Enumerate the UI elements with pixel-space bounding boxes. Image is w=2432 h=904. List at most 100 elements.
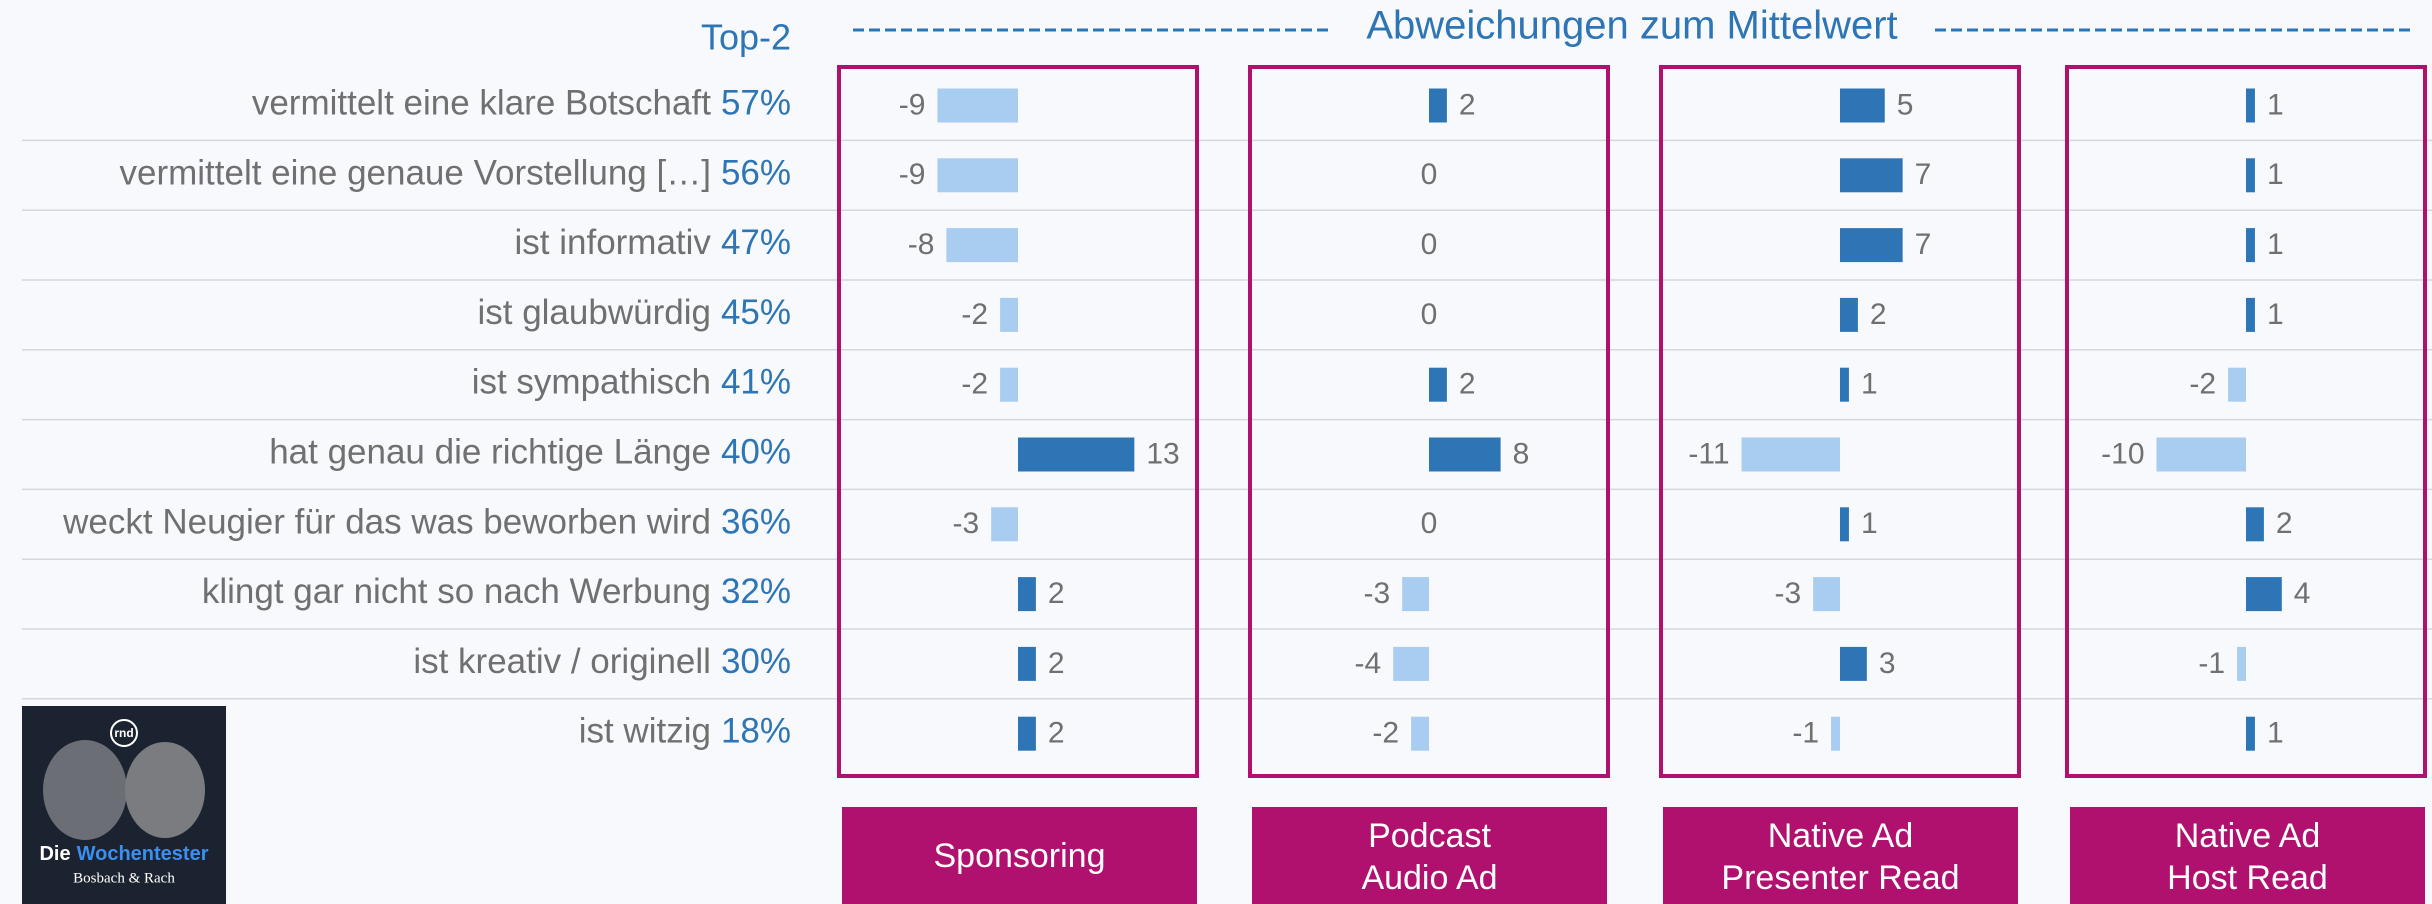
top2-header: Top-2	[701, 17, 791, 58]
bar	[1411, 716, 1429, 751]
row-label: ist glaubwürdig 45%	[477, 293, 791, 332]
category-label: ist glaubwürdig	[477, 293, 710, 332]
top2-value: 41%	[721, 363, 791, 402]
row-label: weckt Neugier für das was beworben wird 3…	[62, 503, 791, 542]
bar	[1840, 646, 1867, 681]
top2-value: 57%	[721, 84, 791, 123]
data-label: -3	[1774, 577, 1801, 610]
cover-person	[125, 742, 205, 838]
data-label: -9	[899, 88, 926, 121]
bar	[2246, 158, 2255, 193]
data-label: 2	[1870, 298, 1887, 331]
panel-frame	[837, 65, 1199, 778]
data-label: 1	[1861, 368, 1878, 401]
row-label: hat genau die richtige Länge 40%	[269, 433, 791, 472]
top2-value: 40%	[721, 433, 791, 472]
bar	[1000, 297, 1018, 332]
data-label: 0	[1421, 298, 1438, 331]
bar	[2246, 228, 2255, 263]
bar	[1840, 158, 1903, 193]
data-label: 5	[1897, 88, 1914, 121]
bar	[2237, 646, 2246, 681]
bar	[1429, 88, 1447, 123]
data-label: 2	[1048, 577, 1065, 610]
row-label: ist informativ 47%	[515, 223, 792, 262]
data-label: 1	[2267, 717, 2284, 750]
data-label: 1	[2267, 228, 2284, 261]
cover-logo-ring	[110, 719, 138, 747]
bar	[2228, 367, 2246, 402]
data-label: 8	[1513, 437, 1530, 470]
bar	[2246, 716, 2255, 751]
row-label: ist sympathisch 41%	[472, 363, 791, 402]
category-label: hat genau die richtige Länge	[269, 433, 711, 472]
row-label: ist kreativ / originell 30%	[413, 642, 791, 681]
data-label: 0	[1421, 158, 1438, 191]
data-label: -8	[908, 228, 935, 261]
bar	[1840, 88, 1885, 123]
data-label: -2	[961, 368, 988, 401]
chart-title: Abweichungen zum Mittelwert	[1366, 4, 1897, 48]
bar	[1813, 577, 1840, 612]
category-label: vermittelt eine klare Botschaft	[252, 84, 711, 123]
data-label: 2	[2276, 507, 2293, 540]
top2-value: 56%	[721, 154, 791, 193]
data-label: 7	[1915, 158, 1932, 191]
series-name: Podcast Audio Ad	[1361, 817, 1497, 897]
bar	[1429, 437, 1501, 472]
data-label: -1	[1792, 717, 1819, 750]
cover-subtitle: Bosbach & Rach	[73, 870, 175, 886]
data-label: 1	[1861, 507, 1878, 540]
row-label: vermittelt eine klare Botschaft 57%	[252, 84, 791, 123]
bar	[937, 88, 1018, 123]
top2-value: 32%	[721, 572, 791, 611]
data-label: -3	[1363, 577, 1390, 610]
data-label: 2	[1048, 647, 1065, 680]
top2-value: 45%	[721, 293, 791, 332]
top2-value: 47%	[721, 223, 791, 262]
bar	[1018, 577, 1036, 612]
series-name: Native Ad Host Read	[2167, 817, 2328, 897]
bar	[2246, 577, 2282, 612]
data-label: -2	[2189, 368, 2216, 401]
bar	[1429, 367, 1447, 402]
series-name-box	[1252, 807, 1607, 904]
data-label: 0	[1421, 228, 1438, 261]
data-label: -1	[2198, 647, 2225, 680]
bar	[1402, 577, 1429, 612]
row-label: vermittelt eine genaue Vorstellung […] 56…	[119, 154, 791, 193]
panel-frame	[2065, 65, 2427, 778]
top2-value: 18%	[721, 712, 791, 751]
bar	[1840, 367, 1849, 402]
data-label: 13	[1146, 437, 1179, 470]
bar	[1000, 367, 1018, 402]
data-label: -10	[2101, 437, 2144, 470]
panel-frame	[1248, 65, 1610, 778]
top2-value: 30%	[721, 642, 791, 681]
data-label: -9	[899, 158, 926, 191]
bar	[1840, 507, 1849, 542]
cover-title: Die Wochentester	[39, 843, 208, 865]
data-label: -2	[1372, 717, 1399, 750]
bar	[2156, 437, 2246, 472]
data-label: 1	[2267, 298, 2284, 331]
cover-logo: rnd	[114, 726, 133, 740]
top2-value: 36%	[721, 503, 791, 542]
bar	[1393, 646, 1429, 681]
series-name-box	[2070, 807, 2425, 904]
category-label: weckt Neugier für das was beworben wird	[62, 503, 711, 542]
cover-title-1: Die	[39, 843, 70, 865]
data-label: 2	[1459, 368, 1476, 401]
data-label: 1	[2267, 158, 2284, 191]
data-label: -3	[952, 507, 979, 540]
series-name: Sponsoring	[933, 837, 1105, 875]
series-name-box	[1663, 807, 2018, 904]
series-name: Native Ad Presenter Read	[1721, 817, 1959, 897]
bar	[937, 158, 1018, 193]
data-label: 2	[1459, 88, 1476, 121]
bar	[2246, 297, 2255, 332]
row-label: ist witzig 18%	[579, 712, 791, 751]
data-label: 1	[2267, 88, 2284, 121]
data-label: 4	[2294, 577, 2311, 610]
bar	[1741, 437, 1840, 472]
